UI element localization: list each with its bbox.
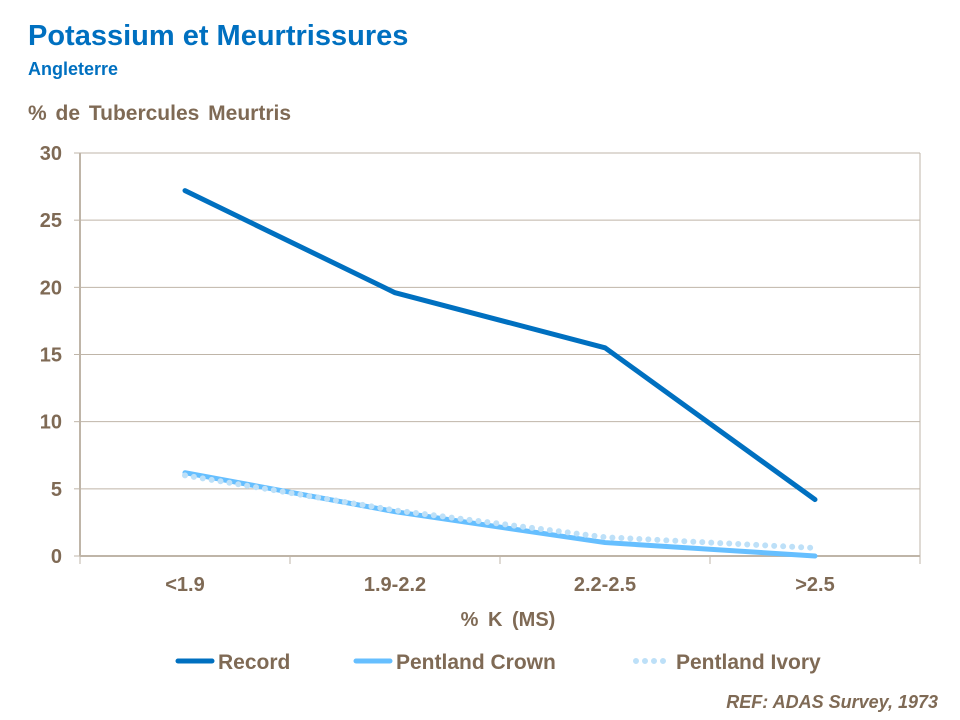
y-tick-label: 5 bbox=[51, 479, 62, 501]
x-tick-label: >2.5 bbox=[795, 574, 834, 596]
x-tick-label: 2.2-2.5 bbox=[574, 574, 636, 596]
x-axis-label: % K (MS) bbox=[461, 609, 556, 631]
series-line-record bbox=[182, 188, 818, 503]
chart-subtitle: Angleterre bbox=[28, 59, 119, 79]
reference-annotation: REF: ADAS Survey, 1973 bbox=[726, 692, 938, 712]
y-tick-label: 15 bbox=[40, 345, 62, 367]
y-tick-label: 25 bbox=[40, 210, 62, 232]
series-line-pentland-ivory bbox=[182, 472, 818, 551]
x-tick-label: <1.9 bbox=[165, 574, 204, 596]
legend-label: Record bbox=[218, 651, 290, 674]
chart-title: Potassium et Meurtrissures bbox=[28, 20, 409, 52]
legend-label: Pentland Crown bbox=[396, 651, 556, 674]
y-tick-label: 20 bbox=[40, 277, 62, 299]
y-tick-label: 10 bbox=[40, 412, 62, 434]
legend-label: Pentland Ivory bbox=[676, 651, 821, 674]
x-tick-label: 1.9-2.2 bbox=[364, 574, 426, 596]
y-axis-label: % de Tubercules Meurtris bbox=[28, 102, 292, 125]
y-tick-label: 30 bbox=[40, 143, 62, 165]
y-tick-label: 0 bbox=[51, 546, 62, 568]
